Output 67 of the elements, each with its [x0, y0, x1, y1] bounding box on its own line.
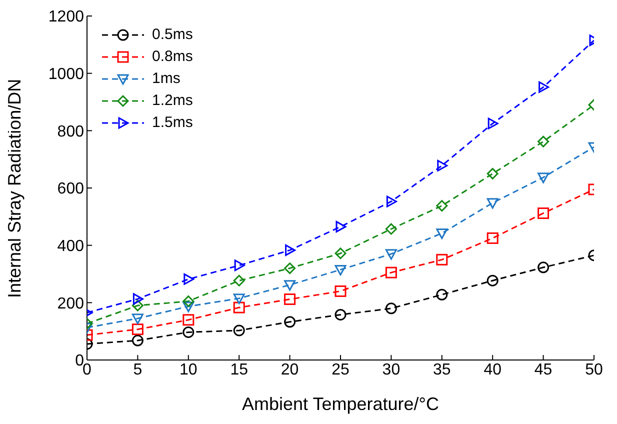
point — [285, 244, 296, 256]
x-axis-title: Ambient Temperature/°C — [242, 394, 439, 414]
point — [538, 81, 550, 93]
x-tick-label: 45 — [534, 361, 552, 378]
point — [486, 274, 498, 286]
point — [132, 314, 144, 324]
point — [132, 324, 144, 336]
point — [437, 160, 448, 172]
point — [132, 293, 144, 305]
point — [336, 220, 346, 232]
point — [334, 264, 346, 276]
legend-label: 1ms — [152, 69, 180, 89]
point — [436, 228, 448, 240]
x-tick-label: 15 — [230, 361, 248, 378]
point — [284, 280, 296, 291]
x-tick-label: 20 — [280, 361, 299, 378]
point — [233, 324, 245, 336]
y-tick-label: 400 — [57, 238, 84, 256]
legend-label: 1.2ms — [152, 91, 193, 111]
x-tick-label: 10 — [180, 361, 198, 378]
point — [538, 262, 550, 274]
point — [184, 273, 194, 285]
point — [385, 266, 397, 278]
x-tick-label: 50 — [585, 361, 603, 378]
point — [284, 293, 296, 305]
point — [334, 285, 346, 297]
point — [385, 223, 397, 235]
y-tick-label: 600 — [57, 180, 84, 198]
legend-label: 1.5ms — [152, 113, 193, 133]
point — [488, 118, 498, 130]
y-tick-label: 200 — [57, 295, 84, 312]
point — [486, 198, 498, 209]
point — [436, 288, 448, 300]
point — [385, 302, 397, 314]
point — [486, 232, 498, 244]
point — [436, 200, 448, 212]
point — [538, 172, 550, 184]
x-tick-label: 5 — [133, 361, 142, 378]
point — [132, 300, 144, 312]
y-tick-label: 1000 — [48, 66, 84, 84]
point — [132, 334, 144, 346]
legend-label: 0.5ms — [152, 25, 193, 45]
point — [182, 326, 194, 338]
point — [182, 295, 194, 307]
y-tick-label: 800 — [57, 123, 84, 140]
x-tick-label: 30 — [382, 361, 400, 378]
point — [284, 316, 296, 328]
point — [538, 207, 550, 219]
point — [182, 302, 194, 312]
x-tick-label: 25 — [332, 361, 350, 378]
point — [334, 248, 346, 260]
x-tick-label: 35 — [433, 361, 451, 378]
y-tick-label: 1200 — [48, 8, 84, 26]
point — [233, 274, 245, 286]
point — [436, 254, 448, 266]
point — [334, 308, 346, 320]
point — [233, 294, 245, 304]
point — [386, 196, 397, 208]
point — [486, 168, 498, 180]
point — [385, 249, 397, 260]
point — [538, 136, 550, 148]
point — [233, 302, 245, 314]
point — [284, 262, 296, 274]
point — [234, 260, 245, 272]
x-tick-label: 40 — [484, 361, 502, 378]
point — [182, 314, 194, 326]
legend-label: 0.8ms — [152, 47, 193, 67]
